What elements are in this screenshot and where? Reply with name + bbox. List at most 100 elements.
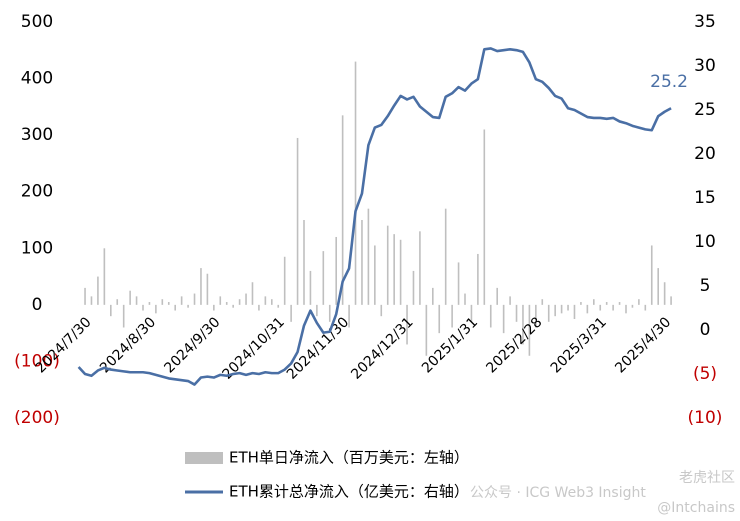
bar [483,129,486,305]
bar [464,293,466,305]
bar [599,304,602,311]
bar [605,302,608,305]
bar [560,304,563,314]
bar [618,302,621,305]
bar [477,253,479,305]
bar [522,304,524,345]
bar [277,304,280,308]
bar [412,270,415,305]
legend-label: ETH单日净流入（百万美元：左轴） [229,449,469,467]
bar [335,236,337,305]
bar [251,282,254,305]
bar [180,296,183,305]
bar [290,304,292,322]
y2-tick-label: 25 [694,100,716,120]
bar [625,304,627,314]
y2-tick-label: (10) [688,408,723,428]
bar [470,304,473,322]
bar [328,304,331,322]
bar [509,296,511,305]
bar [110,304,112,317]
y2-tick-label: (5) [693,364,717,384]
bar [84,287,86,305]
bar [612,304,614,311]
bar [213,304,215,311]
bar [296,137,299,305]
y-tick-label: (100) [14,351,60,371]
x-tick-label: 2025/2/28 [483,314,545,376]
bar [528,304,531,356]
legend-swatch [185,452,223,464]
bar [129,290,131,305]
bar [593,299,595,305]
bar [657,268,659,305]
x-tick-label: 2025/1/31 [419,314,481,376]
y-tick-label: (200) [14,408,60,428]
bar [451,304,453,328]
bar [142,304,144,311]
bar [380,304,383,317]
bar [283,256,286,305]
watermark: 公众号 · ICG Web3 Insight [470,485,646,501]
bar [232,304,234,308]
y2-tick-label: 30 [694,56,716,76]
y2-tick-label: 0 [700,320,711,340]
bar [206,273,209,305]
legend-label: ETH累计总净流入（亿美元：右轴） [229,483,469,501]
watermark: 老虎社区 [679,470,735,486]
y-tick-label: 200 [21,182,53,202]
bar [148,302,151,305]
y2-tick-label: 20 [694,144,716,164]
bar [341,115,344,305]
bar [438,304,441,334]
bar [425,304,428,356]
watermark: @Intchains [657,500,735,516]
bar [316,304,318,317]
y2-tick-label: 5 [700,276,711,296]
bar [187,304,189,308]
bar [432,287,434,305]
bar [663,282,666,305]
bar [245,293,247,305]
bar [309,270,312,305]
bar [90,296,93,305]
x-tick-label: 2024/12/31 [348,314,416,382]
data-label: 25.2 [650,72,688,92]
y-tick-label: 500 [21,12,53,32]
bar [264,296,267,305]
bar [650,245,653,305]
bar [502,304,505,334]
bar [174,304,176,311]
bar [399,239,402,305]
bar [419,231,421,305]
bar [135,296,138,305]
bar [406,304,408,345]
bar [586,304,589,314]
bar [303,220,305,305]
bar [367,208,370,305]
bar [193,293,196,305]
bar [258,304,260,311]
bar [393,234,395,305]
y-tick-label: 100 [21,238,53,258]
x-tick-label: 2025/3/31 [548,314,610,376]
bar [547,304,550,322]
bar [638,299,640,305]
bar [122,304,125,328]
bar [457,262,460,305]
bar [354,61,357,305]
bar [444,208,447,305]
x-tick-label: 2025/4/30 [612,314,674,376]
line [77,47,672,386]
bar [631,304,634,308]
y-tick-label: 300 [21,125,53,145]
bar [103,248,106,305]
bar [161,299,164,305]
bar [219,296,222,305]
bar [554,304,556,317]
y2-tick-label: 15 [694,188,716,208]
bar [386,225,389,305]
bar [535,304,537,328]
bar [238,299,241,305]
